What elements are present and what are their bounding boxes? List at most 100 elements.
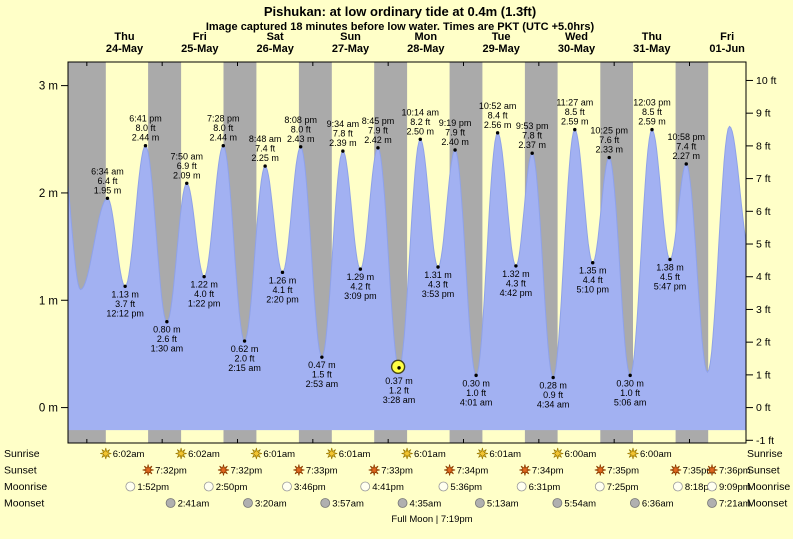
tide-label-line: 9:53 pm — [516, 121, 549, 131]
day-name: Sun — [340, 31, 361, 43]
tide-label-line: 1.95 m — [94, 185, 122, 195]
tide-label-line: 2.43 m — [287, 134, 315, 144]
row-label-right-sunset: Sunset — [747, 465, 780, 477]
moonrise-time: 7:25pm — [607, 482, 639, 493]
tide-label-line: 6:34 am — [91, 166, 124, 176]
day-date: 29-May — [483, 43, 521, 55]
sunrise-icon — [326, 447, 338, 460]
page-title: Pishukan: at low ordinary tide at 0.4m (… — [264, 4, 536, 19]
moonrise-icon — [516, 481, 527, 492]
tide-label-line: 4:01 am — [460, 397, 493, 407]
sunset-icon — [594, 464, 606, 476]
tide-extreme-dot — [514, 264, 518, 268]
tide-label-line: 2.0 ft — [235, 354, 256, 364]
tide-extreme-dot — [551, 375, 555, 380]
tide-label-line: 9:19 pm — [439, 118, 472, 128]
sunrise-icon — [100, 447, 112, 460]
moonset-time: 2:41am — [178, 499, 210, 510]
moonset-icon — [320, 498, 331, 508]
tide-label-line: 2.50 m — [407, 126, 435, 136]
moonrise-time: 8:18pm — [685, 482, 717, 493]
sunrise-time: 6:02am — [188, 449, 220, 460]
sunset-time: 7:33pm — [381, 466, 413, 477]
row-label-right-sunrise: Sunrise — [747, 448, 783, 460]
day-name: Mon — [415, 31, 438, 43]
day-name: Fri — [193, 31, 207, 43]
tide-label-line: 0.30 m — [616, 378, 644, 388]
moonset-time: 5:13am — [487, 499, 519, 510]
tide-extreme-dot — [495, 131, 500, 135]
right-axis-label: 1 ft — [756, 369, 771, 381]
tide-label-line: 12:12 pm — [106, 308, 144, 318]
tide-label-line: 7.4 ft — [255, 144, 276, 154]
tide-extreme-dot — [607, 155, 611, 160]
sunrise-time: 6:00am — [640, 449, 672, 460]
tide-label-line: 4.4 ft — [583, 275, 604, 285]
right-axis-label: -1 ft — [756, 435, 774, 447]
day-date: 31-May — [633, 43, 671, 55]
tide-extreme-dot — [143, 144, 148, 148]
tide-label-line: 12:03 pm — [633, 98, 671, 108]
tide-label-line: 10:14 am — [402, 107, 440, 117]
moonset-icon — [707, 498, 717, 508]
tide-label-line: 1.22 m — [190, 280, 218, 290]
tide-label-line: 1:22 pm — [188, 299, 221, 309]
tide-extreme-dot — [341, 149, 345, 153]
day-name: Thu — [114, 31, 134, 43]
sunrise-icon — [250, 447, 262, 460]
tide-label-line: 6:41 pm — [129, 114, 162, 124]
tide-label-line: 1.5 ft — [312, 370, 333, 380]
tide-extreme-dot — [165, 320, 169, 324]
tide-area — [68, 126, 746, 431]
sunrise-time: 6:01am — [339, 449, 371, 460]
tide-label-line: 3:53 pm — [422, 289, 455, 299]
right-axis-label: 6 ft — [756, 206, 771, 218]
tide-label-line: 5:10 pm — [576, 285, 609, 295]
tide-label-line: 2.27 m — [672, 151, 700, 161]
sunset-icon — [706, 464, 718, 476]
sunset-time: 7:35pm — [607, 466, 639, 477]
tide-label-line: 0.37 m — [385, 376, 413, 386]
tide-label-line: 3:09 pm — [344, 291, 377, 301]
day-date: 26-May — [257, 43, 295, 55]
left-axis-label: 2 m — [39, 188, 58, 200]
tide-label-line: 2.59 m — [561, 117, 589, 127]
row-label-right-moonrise: Moonrise — [747, 481, 790, 493]
right-axis-label: 3 ft — [756, 304, 771, 316]
sunrise-time: 6:01am — [489, 449, 521, 460]
tide-curve-layer — [68, 125, 746, 431]
right-axis-label: 2 ft — [756, 337, 771, 349]
tide-extreme-dot — [650, 127, 654, 132]
chart-subtitle: Image captured 18 minutes before low wat… — [206, 21, 595, 33]
tide-label-line: 2.42 m — [364, 135, 392, 145]
tide-label-line: 1.29 m — [347, 272, 375, 282]
tide-label-line: 2.09 m — [173, 170, 201, 180]
sunrise-icon — [401, 447, 413, 460]
tide-label-line: 4:34 am — [537, 400, 570, 410]
tide-label-line: 9:34 am — [327, 119, 360, 129]
sunset-icon — [293, 464, 305, 476]
sunset-time: 7:32pm — [155, 466, 187, 477]
moonset-icon — [474, 498, 485, 508]
tide-extreme-dot — [376, 146, 380, 150]
sunset-icon — [444, 464, 456, 476]
sunrise-icon — [175, 447, 187, 460]
day-date: 30-May — [558, 43, 596, 55]
tide-label-line: 7.8 ft — [522, 131, 543, 141]
tide-label-line: 1.26 m — [269, 275, 297, 285]
tide-label-line: 8.2 ft — [410, 117, 431, 127]
tide-label-line: 1.38 m — [656, 262, 684, 272]
sunrise-icon — [627, 447, 639, 460]
right-axis-label: 7 ft — [756, 173, 771, 185]
tide-label-line: 8:45 pm — [362, 116, 395, 126]
tide-label-line: 2.6 ft — [157, 334, 178, 344]
moonset-icon — [397, 498, 408, 508]
sunset-icon — [142, 464, 154, 476]
moonset-icon — [243, 498, 253, 508]
tide-extreme-dot — [221, 144, 225, 148]
sunset-time: 7:34pm — [457, 466, 489, 477]
left-axis-label: 1 m — [39, 295, 58, 307]
moonrise-time: 1:52pm — [137, 482, 169, 493]
tide-extreme-dot — [263, 164, 267, 168]
